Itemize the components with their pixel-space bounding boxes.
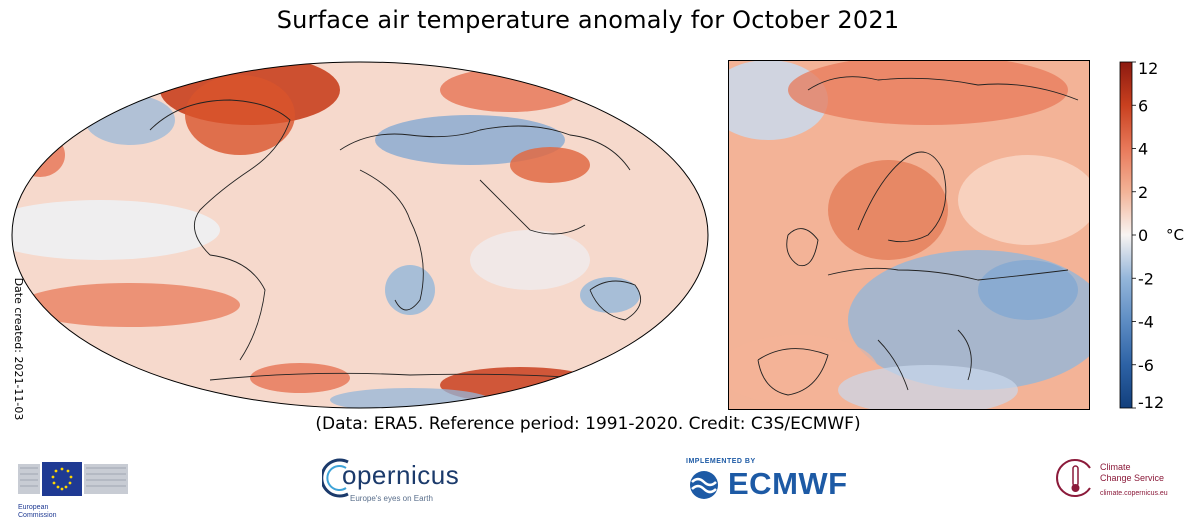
colorbar-tick-label: 0 bbox=[1138, 226, 1148, 245]
ec-line1: European bbox=[18, 504, 49, 511]
copernicus-logo: opernicus Europe's eyes on Earth bbox=[322, 452, 472, 512]
colorbar-tick-label: -4 bbox=[1138, 313, 1154, 332]
colorbar-tick-label: -2 bbox=[1138, 269, 1154, 288]
colorbar-tick-label: 2 bbox=[1138, 183, 1148, 202]
map-title: Surface air temperature anomaly for Octo… bbox=[276, 6, 900, 34]
copernicus-wordmark: opernicus bbox=[342, 460, 460, 490]
ec-line2: Commission bbox=[18, 512, 57, 519]
data-credit-line: (Data: ERA5. Reference period: 1991-2020… bbox=[315, 414, 861, 434]
ecmwf-logo: IMPLEMENTED BY ECMWF bbox=[684, 458, 864, 508]
ecmwf-wordmark: ECMWF bbox=[728, 466, 848, 501]
colorbar-tick-label: -6 bbox=[1138, 356, 1154, 375]
european-commission-logo: European Commission bbox=[18, 456, 138, 519]
ec-building-icon bbox=[18, 462, 128, 496]
colorbar-tick-label: 4 bbox=[1138, 140, 1148, 159]
thermometer-icon bbox=[1056, 459, 1091, 497]
c3s-line1: Climate bbox=[1100, 462, 1131, 472]
colorbar-tick-label: -12 bbox=[1138, 393, 1164, 410]
copernicus-tagline: Europe's eyes on Earth bbox=[350, 494, 433, 503]
c3s-url: climate.copernicus.eu bbox=[1100, 490, 1168, 497]
global-anomaly-map bbox=[11, 61, 709, 409]
colorbar-tick-label: 6 bbox=[1138, 96, 1148, 115]
c3s-line2: Change Service bbox=[1100, 473, 1165, 483]
europe-anomaly-map bbox=[728, 60, 1090, 410]
colorbar-gradient bbox=[1119, 61, 1133, 409]
ecmwf-wave-icon bbox=[690, 471, 718, 499]
colorbar-unit-label: °C bbox=[1166, 226, 1184, 244]
temperature-colorbar: 12 6 4 2 0 -2 -4 -6 -12 °C bbox=[1119, 60, 1184, 410]
climate-change-service-logo: Climate Change Service climate.copernicus… bbox=[1056, 452, 1196, 512]
copernicus-c-icon bbox=[322, 458, 349, 498]
colorbar-tick-label: 12 bbox=[1138, 60, 1158, 78]
ecmwf-implemented-by: IMPLEMENTED BY bbox=[686, 458, 756, 465]
